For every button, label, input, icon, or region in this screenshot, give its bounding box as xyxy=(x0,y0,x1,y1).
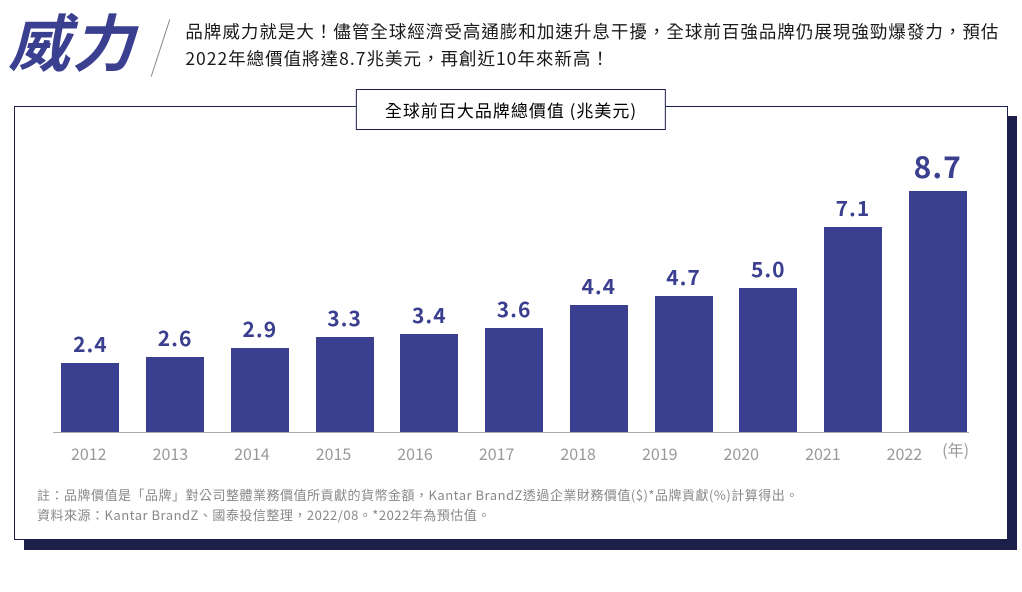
x-category-label: 2016 xyxy=(385,441,445,465)
bar-column: 4.4 xyxy=(567,143,630,432)
bar-rect xyxy=(909,191,967,432)
x-category-label: 2019 xyxy=(630,441,690,465)
x-category-label: 2022 xyxy=(875,441,935,465)
bar-value-label: 3.4 xyxy=(412,300,447,330)
bar-column: 2.9 xyxy=(228,143,291,432)
bar-value-label: 7.1 xyxy=(836,193,871,223)
x-category-label: 2013 xyxy=(141,441,201,465)
bar-rect xyxy=(824,227,882,432)
chart-frame: 全球前百大品牌總價值 (兆美元) 2.42.62.93.33.43.64.44.… xyxy=(14,106,1008,540)
bar-value-label: 2.6 xyxy=(158,323,193,353)
bar-rect xyxy=(231,348,289,432)
note-line-2: 資料來源：Kantar BrandZ、國泰投信整理，2022/08。*2022年… xyxy=(37,505,985,525)
divider-slash xyxy=(151,19,171,76)
header: 威力 品牌威力就是大！儘管全球經濟受高通膨和加速升息干擾，全球前百強品牌仍展現強… xyxy=(0,0,1022,78)
bar-rect xyxy=(739,288,797,432)
bar-value-label: 3.3 xyxy=(327,303,362,333)
bar-rect xyxy=(400,334,458,432)
bar-rect xyxy=(655,296,713,432)
x-category-label: 2014 xyxy=(222,441,282,465)
note-line-1: 註：品牌價值是「品牌」對公司整體業務價值所貢獻的貨幣金額，Kantar Bran… xyxy=(37,485,985,505)
bar-column: 2.6 xyxy=(144,143,207,432)
chart-notes: 註：品牌價值是「品牌」對公司整體業務價值所貢獻的貨幣金額，Kantar Bran… xyxy=(37,485,985,525)
bar-rect xyxy=(316,337,374,432)
bar-column: 7.1 xyxy=(822,143,885,432)
bar-rect xyxy=(570,305,628,432)
bar-column: 4.7 xyxy=(652,143,715,432)
x-category-label: 2017 xyxy=(467,441,527,465)
chart-box: 全球前百大品牌總價值 (兆美元) 2.42.62.93.33.43.64.44.… xyxy=(14,106,1008,540)
bar-container: 2.4 2.6 2.9 3.3 3.4 3.6 4.4 4.7 5.0 7.1 8.7 xyxy=(53,143,969,433)
bar-column: 2.4 xyxy=(59,143,122,432)
bar-column: 3.4 xyxy=(398,143,461,432)
x-axis-unit: (年) xyxy=(942,437,969,461)
bar-value-label: 2.4 xyxy=(73,329,108,359)
bar-value-label: 5.0 xyxy=(751,254,786,284)
x-category-label: 2018 xyxy=(548,441,608,465)
bar-value-label: 8.7 xyxy=(914,143,962,187)
x-category-label: 2015 xyxy=(304,441,364,465)
bar-value-label: 4.7 xyxy=(666,262,701,292)
bar-column: 3.3 xyxy=(313,143,376,432)
bar-value-label: 4.4 xyxy=(581,271,616,301)
x-category-label: 2021 xyxy=(793,441,853,465)
bar-rect xyxy=(61,363,119,432)
x-category-label: 2020 xyxy=(712,441,772,465)
x-category-label: 2012 xyxy=(59,441,119,465)
chart-caption: 全球前百大品牌總價值 (兆美元) xyxy=(356,89,666,130)
page-title: 威力 xyxy=(8,8,136,70)
bar-rect xyxy=(146,357,204,432)
page-description: 品牌威力就是大！儘管全球經濟受高通膨和加速升息干擾，全球前百強品牌仍展現強勁爆發… xyxy=(185,8,1002,72)
chart-area: 2.42.62.93.33.43.64.44.75.07.18.7 201220… xyxy=(53,143,969,473)
bar-column: 3.6 xyxy=(483,143,546,432)
bar-rect xyxy=(485,328,543,432)
bar-value-label: 2.9 xyxy=(243,314,278,344)
bar-column: 5.0 xyxy=(737,143,800,432)
bar-column: 8.7 xyxy=(906,143,969,432)
x-labels: 2012 2013 2014 2015 2016 2017 2018 2019 2020 2021… xyxy=(53,441,934,465)
bar-value-label: 3.6 xyxy=(497,294,532,324)
